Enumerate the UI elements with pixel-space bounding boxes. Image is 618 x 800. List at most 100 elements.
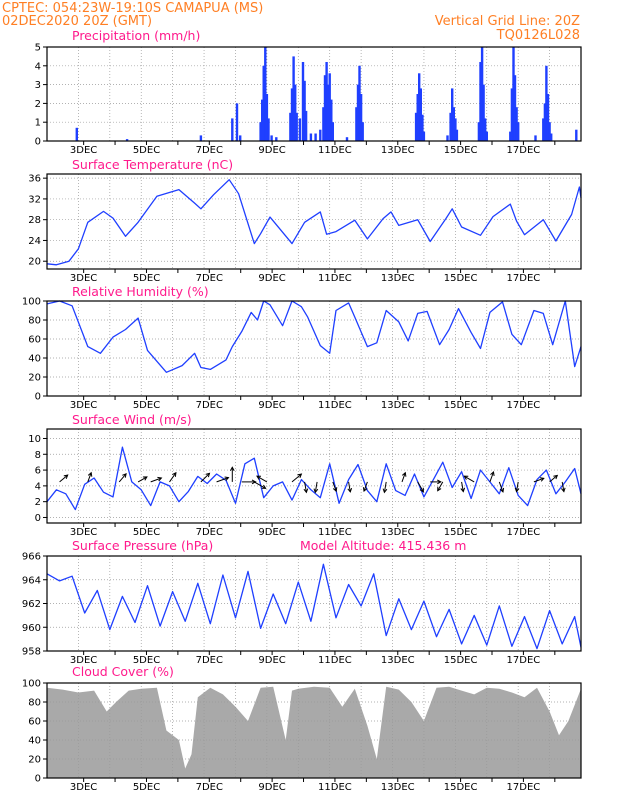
wind-arrow — [241, 479, 257, 485]
wind-arrow — [256, 475, 268, 483]
wind-arrow-head — [437, 479, 442, 485]
wind-arrow-shaft — [516, 481, 519, 492]
precip-bar — [355, 107, 358, 141]
precip-bar — [543, 103, 547, 141]
precip-bar — [125, 139, 129, 141]
cloud-xtick-label: 13DEC — [381, 782, 415, 793]
wind-arrow — [489, 471, 495, 483]
precip-bar — [239, 135, 242, 141]
temp-ytick-label: 20 — [28, 257, 41, 268]
precip-bar — [455, 129, 459, 141]
wind-arrow-head — [490, 471, 495, 476]
precip-bar — [421, 114, 424, 141]
cloud-frame — [46, 682, 582, 779]
precip-bar — [345, 137, 349, 141]
wind-ytick-label: 4 — [35, 481, 41, 492]
precip-bar — [548, 122, 551, 141]
wind-arrow — [382, 481, 388, 494]
wind-arrow-head — [297, 473, 303, 478]
cloud-ytick-label: 20 — [28, 755, 41, 766]
wind-arrow — [87, 471, 93, 483]
precip-bar — [292, 56, 295, 141]
precip-bar — [358, 65, 361, 141]
precip-bar — [477, 122, 481, 141]
wind-arrow — [291, 473, 303, 483]
precip-bar — [314, 133, 317, 141]
pressure-ytick-label: 962 — [22, 599, 41, 610]
wind-arrow — [150, 476, 163, 483]
precip-bar — [449, 112, 452, 141]
pressure-series-line — [46, 563, 582, 650]
precip-bar — [326, 84, 330, 141]
wind-arrow-shaft — [489, 471, 494, 483]
header-model-code: TQ0126L028 — [496, 28, 580, 43]
temp-frame — [46, 173, 582, 270]
precip-bar — [418, 73, 421, 141]
precip-xtick-label: 17DEC — [507, 145, 541, 156]
wind-frame — [46, 428, 582, 524]
cloud-xtick-label: 17DEC — [507, 782, 541, 793]
wind-xtick-label: 17DEC — [507, 527, 541, 538]
wind-ytick-label: 6 — [35, 466, 41, 477]
wind-arrow-head — [499, 487, 505, 493]
precip-frame — [46, 46, 582, 142]
wind-arrow-head — [142, 476, 148, 481]
precip-ytick-label: 1 — [35, 118, 41, 129]
wind-arrow-head — [382, 488, 388, 494]
precip-bar — [301, 62, 305, 141]
wind-arrow-head — [463, 475, 469, 480]
precip-bar — [328, 73, 331, 141]
precip-bar — [512, 47, 515, 141]
pressure-ytick-label: 958 — [22, 647, 41, 658]
precip-bar — [325, 62, 328, 141]
wind-arrow-shaft — [533, 477, 544, 483]
precip-xtick-label: 13DEC — [381, 145, 415, 156]
precip-bar — [267, 118, 270, 141]
pressure-xtick-label: 15DEC — [444, 655, 478, 666]
temp-ytick-label: 24 — [28, 236, 41, 247]
cloud-xtick-label: 9DEC — [258, 782, 285, 793]
precip-ytick-label: 4 — [35, 61, 41, 72]
precip-bar — [484, 118, 487, 141]
precip-bar — [319, 129, 322, 141]
wind-panel: 0 2 4 6 8 10 3DEC 5DEC 7DEC 9DEC 11DEC 13DEC 15DEC 17… — [28, 428, 582, 538]
wind-arrow — [561, 481, 566, 493]
cloud-ytick-label: 40 — [28, 736, 41, 747]
wind-arrow-head — [332, 487, 338, 493]
wind-arrow-head — [514, 487, 520, 493]
temp-xtick-label: 5DEC — [133, 273, 160, 284]
wind-arrow-head — [553, 474, 559, 480]
wind-xtick-label: 15DEC — [444, 527, 478, 538]
rh-ytick-label: 80 — [28, 316, 41, 327]
cloud-ytick-label: 0 — [35, 774, 41, 785]
precip-bar — [550, 133, 553, 141]
wind-arrow-shaft — [314, 481, 318, 493]
temp-xtick-label: 7DEC — [196, 273, 223, 284]
precip-bar — [517, 122, 520, 141]
wind-arrow-shaft — [332, 481, 337, 492]
precip-bar — [452, 107, 455, 141]
wind-arrow-head — [256, 475, 262, 480]
wind-xtick-label: 7DEC — [196, 527, 223, 538]
wind-arrow — [430, 479, 442, 485]
wind-arrow-head — [63, 474, 69, 479]
cloud-panel: 0 20 40 60 80 100 3DEC 5DEC 7DEC 9DEC 11DEC 13DEC 15… — [22, 679, 582, 793]
wind-arrow-head — [347, 487, 353, 493]
wind-arrow-head — [419, 487, 424, 493]
precip-ytick-label: 0 — [35, 137, 41, 148]
wind-title: Surface Wind (m/s) — [72, 412, 192, 427]
rh-frame — [46, 300, 582, 397]
wind-arrow-shaft — [437, 481, 444, 491]
wind-arrow — [463, 475, 475, 483]
cloud-ytick-label: 60 — [28, 717, 41, 728]
cloud-title: Cloud Cover (%) — [72, 664, 174, 679]
wind-arrow-head — [261, 484, 267, 489]
wind-arrow-head — [157, 476, 163, 482]
precip-bar — [575, 129, 578, 141]
wind-arrow-head — [303, 488, 309, 494]
rh-xtick-label: 17DEC — [507, 400, 541, 411]
wind-arrow-shaft — [464, 475, 475, 483]
rh-xtick-label: 3DEC — [70, 400, 97, 411]
precip-xtick-label: 11DEC — [318, 145, 352, 156]
